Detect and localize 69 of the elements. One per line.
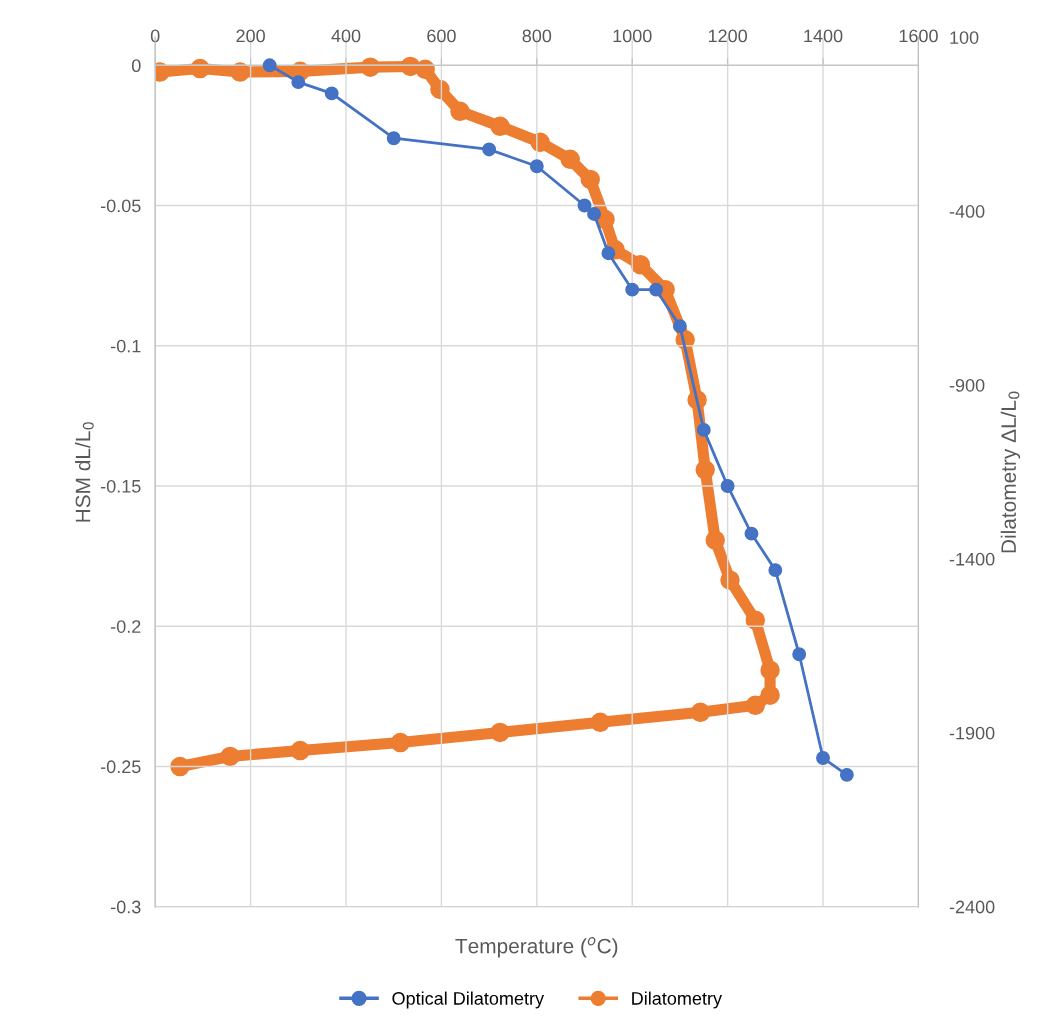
y2-tick-label: -1400 xyxy=(949,552,995,566)
point xyxy=(291,75,306,90)
point xyxy=(745,695,766,716)
point xyxy=(324,86,339,101)
legend-label: Dilatometry xyxy=(632,991,722,1009)
point xyxy=(720,570,740,590)
point xyxy=(262,58,277,73)
point xyxy=(649,282,664,297)
point xyxy=(415,59,435,79)
x-tick-label: 0 xyxy=(150,29,160,43)
y-axis-title: HSM dL/L$_{0}$ xyxy=(75,422,94,522)
point xyxy=(529,159,544,174)
point xyxy=(768,563,783,578)
y-tick-label: -0.2 xyxy=(111,620,141,633)
point xyxy=(450,101,470,122)
point xyxy=(839,767,854,782)
legend-label: Optical Dilatometry xyxy=(392,991,545,1009)
point xyxy=(230,62,250,82)
x-axis-title: Temperature ($^{o}$C) xyxy=(455,937,618,958)
x-tick-label: 400 xyxy=(331,29,361,43)
point xyxy=(490,722,510,743)
y2-axis-title: Dilatometry ΔL/L$_{0}$ xyxy=(1000,391,1021,553)
point xyxy=(170,756,190,777)
point xyxy=(360,57,381,77)
x-tick-label: 1600 xyxy=(899,29,938,43)
y2-tick-label: 100 xyxy=(950,31,979,44)
point xyxy=(792,647,807,662)
point xyxy=(745,610,766,630)
x-tick-label: 1400 xyxy=(804,29,843,43)
x-tick-label: 1000 xyxy=(613,29,652,43)
y-tick-label: -0.25 xyxy=(100,760,141,774)
point xyxy=(720,479,735,493)
point xyxy=(672,319,687,334)
point xyxy=(630,254,651,275)
x-tick-label: 600 xyxy=(427,29,456,43)
x-tick-label: 1200 xyxy=(708,29,747,43)
point xyxy=(690,702,711,722)
y2-tick-label: -900 xyxy=(949,378,985,392)
point xyxy=(290,740,310,761)
point xyxy=(696,422,711,437)
point xyxy=(744,526,759,541)
point xyxy=(587,206,602,221)
point xyxy=(386,131,401,146)
point xyxy=(816,751,830,765)
point xyxy=(577,198,592,213)
y2-tick-label: -1900 xyxy=(949,726,995,740)
point xyxy=(580,169,600,190)
point xyxy=(760,660,780,680)
point xyxy=(560,149,580,170)
y2-tick-label: -400 xyxy=(949,205,985,218)
y-tick-label: -0.15 xyxy=(100,479,141,493)
point xyxy=(220,746,240,767)
point xyxy=(760,685,780,705)
y-tick-label: -0.3 xyxy=(111,900,141,914)
x-tick-label: 200 xyxy=(236,29,265,43)
point xyxy=(430,79,450,100)
y-tick-label: -0.1 xyxy=(111,339,141,353)
point xyxy=(625,282,640,297)
point xyxy=(390,732,411,753)
point xyxy=(695,460,715,480)
y-tick-label: -0.05 xyxy=(100,199,141,213)
point xyxy=(705,530,725,550)
y2-tick-label: -2400 xyxy=(949,900,995,914)
point xyxy=(190,58,210,79)
y-tick-label: 0 xyxy=(131,59,141,73)
point xyxy=(590,712,610,733)
point xyxy=(482,142,497,157)
x-tick-label: 800 xyxy=(522,29,552,43)
point xyxy=(490,116,510,137)
